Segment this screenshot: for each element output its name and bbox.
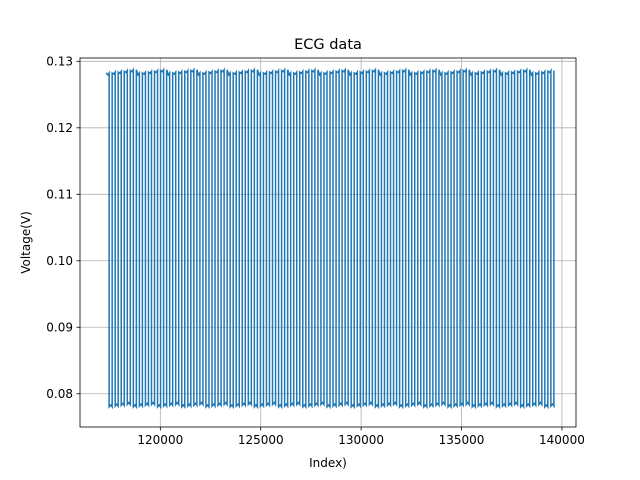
plot-frame: [79, 57, 577, 428]
chart-title: ECG data: [294, 37, 362, 53]
x-tick-label: 130000: [338, 433, 384, 447]
y-tick-label: 0.08: [46, 387, 73, 401]
y-tick-label: 0.09: [46, 320, 73, 334]
x-axis-label: Index): [309, 456, 347, 470]
y-tick-label: 0.11: [46, 187, 73, 201]
y-tick-label: 0.13: [46, 55, 73, 69]
data-series: [105, 67, 555, 410]
x-tick-label: 125000: [238, 433, 284, 447]
y-tick-label: 0.10: [46, 254, 73, 268]
y-tick-label: 0.12: [46, 121, 73, 135]
y-axis-label: Voltage(V): [19, 211, 33, 274]
y-axis-ticks: 0.08 0.09 0.10 0.11 0.12 0.13: [46, 55, 80, 401]
x-tick-label: 135000: [439, 433, 485, 447]
x-axis-ticks: 120000 125000 130000 135000 140000: [137, 427, 585, 447]
x-tick-label: 120000: [137, 433, 183, 447]
ecg-series-line: [105, 67, 555, 410]
x-tick-label: 140000: [539, 433, 585, 447]
